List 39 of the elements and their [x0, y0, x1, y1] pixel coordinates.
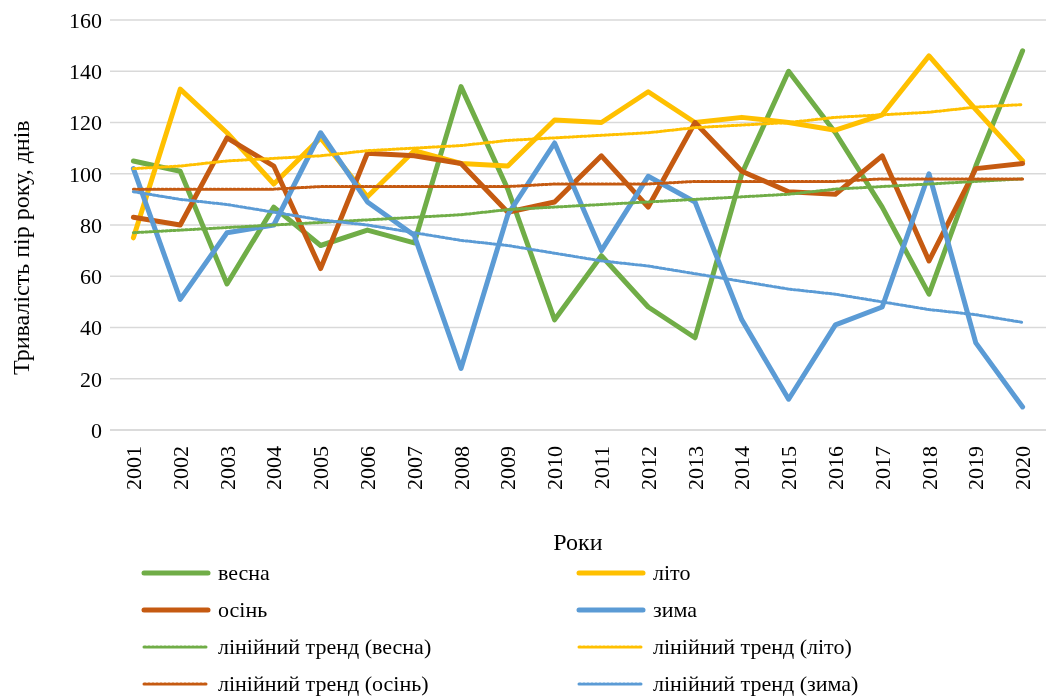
y-tick-label: 160 — [69, 7, 102, 33]
x-tick-label: 2009 — [495, 446, 521, 490]
legend-label: лінійний тренд (літо) — [653, 633, 852, 660]
x-tick-label: 2003 — [214, 446, 240, 490]
legend-label: літо — [653, 559, 691, 586]
y-tick-label: 0 — [91, 417, 102, 443]
y-tick-label: 20 — [80, 366, 102, 392]
x-tick-label: 2013 — [682, 446, 708, 490]
legend-label: лінійний тренд (весна) — [218, 633, 432, 660]
y-tick-label: 80 — [80, 212, 102, 238]
x-tick-label: 2001 — [120, 446, 146, 490]
x-tick-label: 2017 — [869, 446, 895, 490]
x-tick-label: 2020 — [1010, 446, 1036, 490]
y-tick-label: 40 — [80, 315, 102, 341]
x-tick-label: 2011 — [588, 446, 614, 490]
x-tick-label: 2010 — [542, 446, 568, 490]
y-tick-label: 120 — [69, 110, 102, 136]
x-tick-label: 2018 — [916, 446, 942, 490]
y-tick-label: 140 — [69, 59, 102, 85]
y-tick-label: 100 — [69, 161, 102, 187]
x-tick-label: 2016 — [822, 446, 848, 490]
y-axis-title: Тривалість пір року, днів — [7, 120, 34, 375]
x-tick-label: 2004 — [261, 446, 287, 490]
x-tick-label: 2019 — [963, 446, 989, 490]
legend-label: лінійний тренд (осінь) — [218, 670, 429, 696]
x-tick-label: 2008 — [448, 446, 474, 490]
y-tick-label: 60 — [80, 264, 102, 290]
legend-label: зима — [653, 596, 697, 623]
x-tick-label: 2015 — [776, 446, 802, 490]
x-tick-label: 2006 — [354, 446, 380, 490]
x-tick-label: 2002 — [167, 446, 193, 490]
legend-label: лінійний тренд (зима) — [653, 670, 859, 696]
x-tick-label: 2007 — [401, 446, 427, 490]
x-tick-label: 2014 — [729, 446, 755, 490]
legend-label: осінь — [218, 596, 268, 623]
x-tick-label: 2012 — [635, 446, 661, 490]
x-tick-label: 2005 — [308, 446, 334, 490]
legend-label: весна — [218, 559, 270, 586]
x-axis-title: Роки — [553, 529, 603, 555]
